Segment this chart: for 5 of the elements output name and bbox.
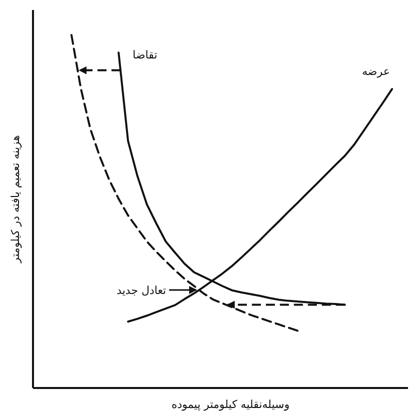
y-axis-title: هزینه تعمیم یافته در کیلومتر	[9, 134, 22, 264]
series-label: تقاضا	[132, 48, 158, 62]
series-label: عرضه	[362, 65, 390, 78]
annotation: تعادل جدید	[116, 284, 166, 297]
x-axis-title: وسیله‌نقلیه کیلومتر پیموده	[171, 398, 290, 411]
